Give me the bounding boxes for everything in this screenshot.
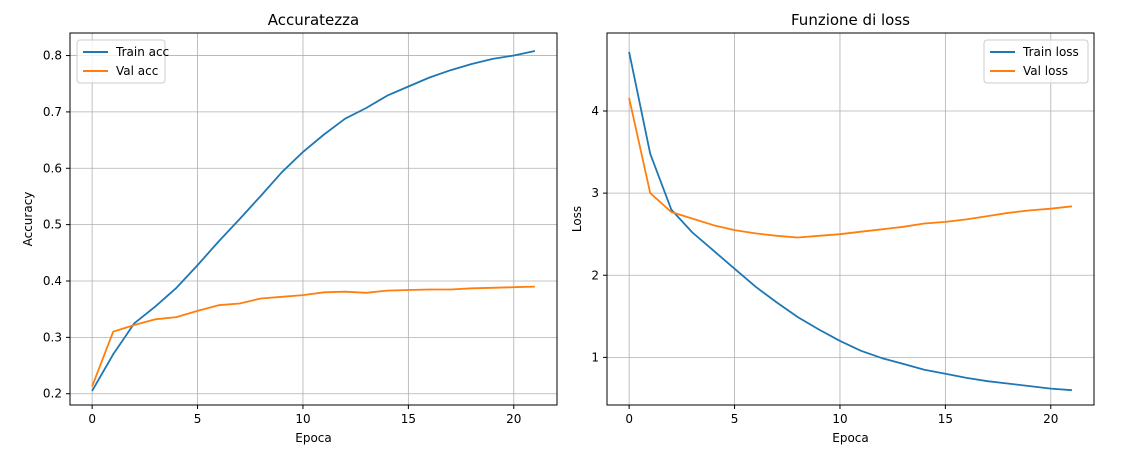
loss-legend-box: [983, 39, 1089, 84]
accuracy-xlabel: Epoca: [295, 431, 332, 445]
loss-ticks: 0 5 10 15 20 1 2 3 4: [591, 104, 1058, 426]
accuracy-subplot: Accuratezza 0 5 10 15 20 0.2 0.3 0.4 0.5 0.6 0.7 0.…: [21, 11, 558, 445]
loss-xtick-label: 10: [832, 412, 847, 426]
accuracy-xtick-label: 20: [506, 412, 521, 426]
accuracy-ytick-label: 0.5: [43, 218, 62, 232]
loss-ytick-label: 1: [591, 350, 599, 364]
accuracy-xtick-label: 0: [88, 412, 96, 426]
loss-xtick-label: 20: [1043, 412, 1058, 426]
loss-grid: [607, 33, 1094, 405]
loss-series-lines: [628, 51, 1073, 392]
series-line-val-loss: [628, 97, 1073, 239]
accuracy-ytick-label: 0.8: [43, 49, 62, 63]
loss-legend: Train loss Val loss: [983, 39, 1089, 84]
accuracy-title: Accuratezza: [268, 11, 359, 29]
accuracy-ytick-label: 0.2: [43, 387, 62, 401]
accuracy-ytick-label: 0.6: [43, 161, 62, 175]
series-line-train-acc: [91, 50, 536, 392]
legend-label-val-acc: Val acc: [116, 64, 158, 78]
accuracy-legend-box: [76, 39, 166, 84]
legend-label-train-acc: Train acc: [115, 45, 169, 59]
loss-ytick-label: 2: [591, 268, 599, 282]
accuracy-ytick-label: 0.4: [43, 274, 62, 288]
accuracy-xtick-label: 5: [194, 412, 202, 426]
accuracy-xtick-label: 10: [295, 412, 310, 426]
accuracy-ticks: 0 5 10 15 20 0.2 0.3 0.4 0.5 0.6 0.7 0.8: [43, 49, 522, 426]
accuracy-ytick-label: 0.3: [43, 330, 62, 344]
accuracy-legend: Train acc Val acc: [76, 39, 169, 84]
loss-axes-frame: [606, 32, 1095, 406]
loss-title: Funzione di loss: [791, 11, 910, 29]
loss-xtick-label: 15: [938, 412, 953, 426]
loss-ytick-label: 4: [591, 104, 599, 118]
series-line-val-acc: [91, 285, 535, 387]
accuracy-axes-frame: [69, 32, 558, 406]
loss-subplot: Funzione di loss 0 5 10 15 20 1 2 3 4 Epoca Loss…: [570, 11, 1095, 445]
legend-label-val-loss: Val loss: [1023, 64, 1068, 78]
series-line-train-loss: [628, 51, 1072, 392]
loss-xtick-label: 5: [731, 412, 739, 426]
accuracy-ytick-label: 0.7: [43, 105, 62, 119]
loss-xlabel: Epoca: [832, 431, 869, 445]
accuracy-series-lines: [91, 50, 536, 392]
loss-ylabel: Loss: [570, 206, 584, 232]
loss-xtick-label: 0: [625, 412, 633, 426]
accuracy-xtick-label: 15: [401, 412, 416, 426]
legend-label-train-loss: Train loss: [1022, 45, 1079, 59]
loss-ytick-label: 3: [591, 186, 599, 200]
accuracy-grid: [70, 33, 557, 405]
accuracy-ylabel: Accuracy: [21, 192, 35, 247]
